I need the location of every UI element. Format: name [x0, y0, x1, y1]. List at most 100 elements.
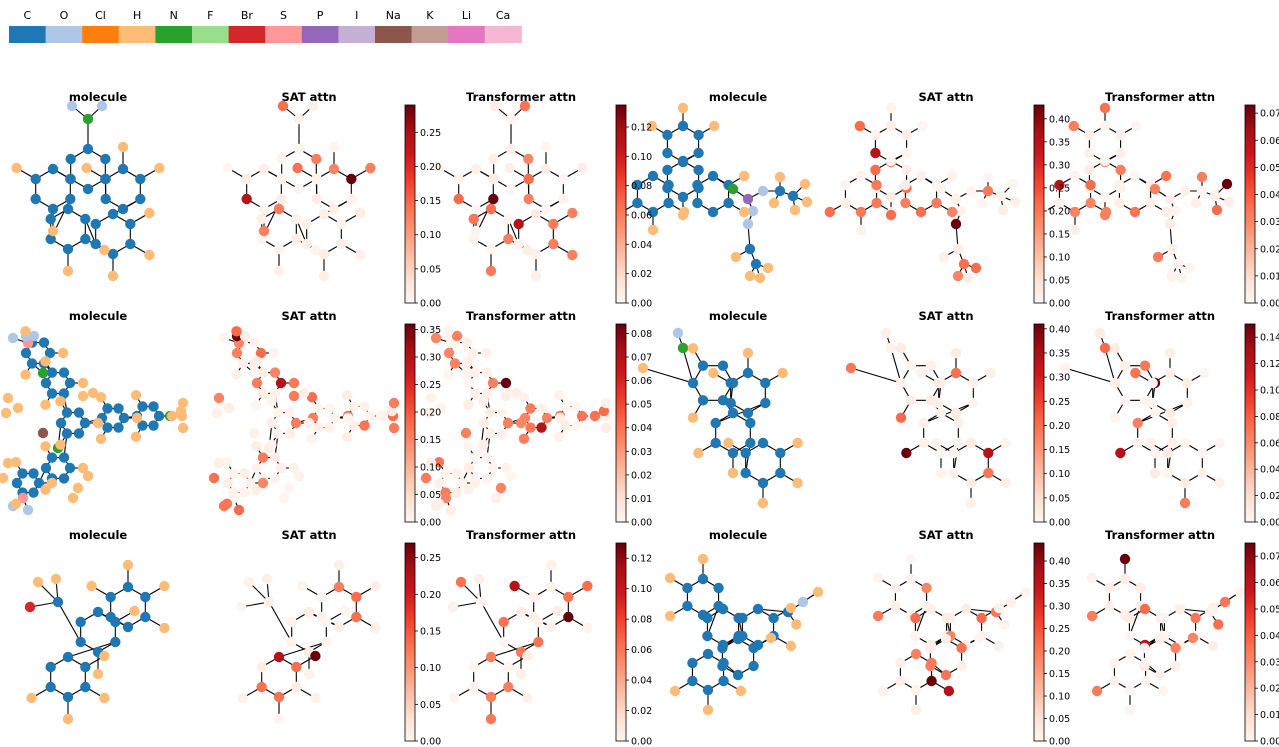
atom-node [515, 606, 527, 618]
legend-label-P: P [317, 9, 324, 22]
atom-node [329, 412, 341, 424]
bond [490, 641, 539, 658]
atom-node [997, 204, 1009, 216]
atom-node [495, 482, 507, 494]
atom-node [895, 343, 907, 354]
atom-node [742, 407, 754, 419]
atom-node [946, 170, 958, 182]
atom-node [1069, 224, 1081, 236]
atom-node [500, 390, 512, 402]
atom-node [799, 178, 811, 190]
atom-node [560, 401, 571, 412]
atom-node [75, 636, 86, 648]
atom-node [257, 367, 269, 378]
atom-node [931, 437, 942, 449]
atom-node [77, 377, 89, 389]
atom-node [40, 484, 51, 495]
atom-node [1166, 270, 1178, 282]
atom-node [1115, 447, 1126, 459]
colorbar-gradient [615, 104, 627, 304]
atom-node [328, 203, 340, 215]
atom-node [430, 332, 442, 344]
atom-node [752, 603, 764, 615]
atom-node [768, 612, 779, 624]
atom-node [328, 141, 340, 153]
atom-node [284, 407, 296, 418]
atom-node [223, 402, 235, 414]
bond [268, 601, 293, 643]
atom-node [122, 559, 134, 571]
panel-title: Transformer attn [1105, 528, 1215, 542]
atom-node [62, 691, 74, 703]
colorbar: 0.00 0.02 0.04 0.06 0.08 0.10 0.12 0.14 [1244, 323, 1279, 529]
atom-node [310, 244, 321, 256]
atom-node [266, 396, 277, 407]
atom-node [717, 603, 729, 615]
atom-node [1196, 171, 1208, 183]
atom-node [956, 660, 967, 672]
atom-node [451, 487, 462, 498]
atom-node [445, 504, 457, 516]
atom-node [425, 457, 437, 469]
atom-node [1109, 412, 1121, 423]
atom-node [355, 249, 366, 261]
atom-node [1164, 193, 1176, 205]
colorbar-tick-label: 0.06 [1260, 578, 1279, 589]
atom-node [420, 472, 432, 484]
colorbar-tick-label: 0.05 [1260, 163, 1279, 174]
atom-node [122, 621, 134, 633]
atom-node [840, 197, 851, 209]
colorbar-tick-label: 0.25 [420, 128, 441, 139]
atom-node [710, 417, 721, 429]
legend-swatch-Na [375, 26, 412, 43]
atom-node [73, 407, 85, 418]
atom-node [318, 248, 330, 260]
atom-node [872, 610, 884, 622]
atom-node [321, 616, 332, 628]
atom-node [64, 377, 76, 389]
atom-node [297, 580, 308, 592]
atom-node [995, 190, 1007, 202]
atom-node [47, 225, 59, 237]
atom-node [433, 457, 445, 468]
atom-node [276, 153, 287, 165]
atom-node [647, 206, 659, 218]
atom-node [750, 258, 762, 270]
panel-title: Transformer attn [466, 528, 576, 542]
colorbar-tick-label: 0.04 [631, 676, 652, 687]
panel-0-0-1: SAT attn [222, 90, 376, 282]
atom-node [99, 650, 110, 662]
atom-node [273, 691, 285, 703]
atom-node [993, 602, 1005, 614]
atom-node [950, 218, 962, 230]
atom-node [64, 462, 76, 474]
atom-node [589, 410, 601, 422]
atom-node [775, 447, 786, 459]
atom-node [237, 358, 249, 369]
atom-node [933, 377, 944, 389]
colorbar-tick-label: 0.10 [1049, 252, 1070, 263]
colorbar: 0.00 0.05 0.10 0.15 0.20 0.25 0.30 0.35 0.40 [1033, 104, 1070, 310]
atom-node [519, 100, 531, 112]
panel-title: SAT attn [281, 309, 336, 323]
atom-node [231, 347, 243, 359]
colorbar-tick-label: 0.05 [1049, 493, 1070, 504]
colorbar-tick-label: 0.20 [420, 408, 441, 419]
atom-node [496, 428, 508, 439]
atom-node [291, 661, 302, 673]
atom-node [554, 412, 566, 424]
atom-node [137, 401, 148, 412]
atom-node [677, 155, 689, 167]
atom-node [792, 477, 803, 489]
atom-node [1214, 477, 1225, 489]
legend-label-H: H [133, 9, 141, 22]
atom-node [370, 622, 381, 634]
atom-node [950, 407, 962, 419]
legend-label-N: N [170, 9, 178, 22]
atom-node [61, 407, 73, 418]
atom-node [65, 193, 76, 205]
atom-node [935, 407, 947, 419]
atom-node [28, 468, 39, 479]
atom-node [872, 572, 884, 584]
atom-node [885, 102, 897, 114]
